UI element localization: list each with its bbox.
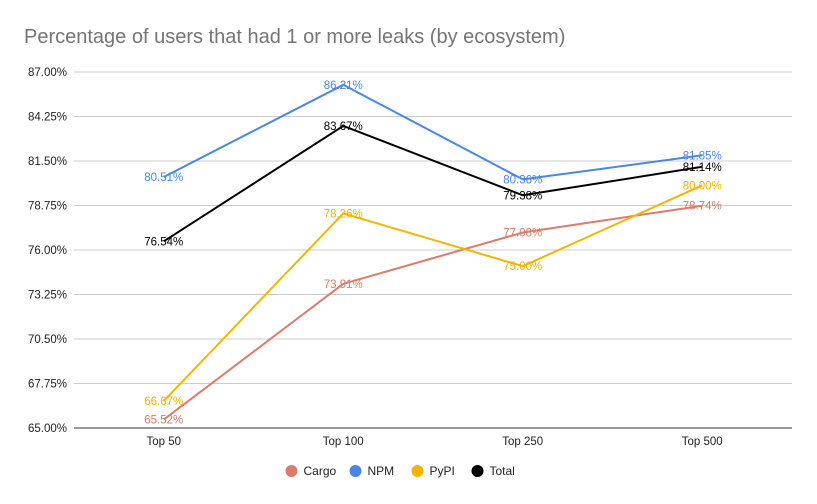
y-tick-label: 78.75% [28,201,67,213]
x-tick-label: Top 500 [682,436,723,448]
series-line-pypi [163,184,703,402]
chart-title: Percentage of users that had 1 or more l… [24,26,566,48]
x-tick-label: Top 100 [323,436,364,448]
legend-label-total: Total [490,464,515,478]
series-line-cargo [163,204,703,421]
data-label-npm: 81.85% [683,150,722,162]
data-label-total: 83.67% [324,121,363,133]
y-tick-label: 87.00% [28,67,67,79]
y-tick-label: 76.00% [28,245,67,257]
data-label-cargo: 78.74% [683,201,722,213]
data-label-cargo: 73.91% [324,279,363,291]
y-tick-label: 65.00% [28,423,67,435]
data-label-pypi: 78.26% [324,208,363,220]
data-label-npm: 86.21% [324,80,363,92]
data-label-total: 76.54% [144,236,183,248]
y-tick-label: 73.25% [28,290,67,302]
grid-lines [74,71,792,429]
data-label-total: 79.38% [503,190,542,202]
data-label-npm: 80.36% [503,174,542,186]
legend-marker-total [471,465,484,477]
legend-marker-npm [349,465,362,477]
data-label-pypi: 75.00% [503,261,542,273]
data-label-pypi: 66.67% [144,396,183,408]
y-tick-label: 67.75% [28,379,67,391]
series-line-total [163,124,703,243]
legend: Cargo NPM PyPI Total [285,464,515,478]
x-tick-label: Top 50 [146,436,181,448]
y-tick-label: 84.25% [28,112,67,124]
legend-label-npm: NPM [368,464,395,478]
data-label-cargo: 77.08% [503,228,542,240]
data-labels: 65.52% 73.91% 77.08% 78.74% 80.51% 86.21% 80.3… [144,80,722,427]
x-tick-label: Top 250 [502,436,543,448]
legend-label-pypi: PyPI [430,464,455,478]
data-label-pypi: 80.00% [683,180,722,192]
y-axis-ticks: 65.00% 67.75% 70.50% 73.25% 76.00% 78.75% 81.5… [28,67,67,435]
legend-marker-cargo [285,465,298,477]
data-label-total: 81.14% [683,162,722,174]
series-line-npm [163,83,703,181]
legend-label-cargo: Cargo [304,464,337,478]
data-label-npm: 80.51% [144,172,183,184]
y-tick-label: 81.50% [28,156,67,168]
series-lines [163,83,703,421]
legend-marker-pypi [411,465,424,477]
x-axis-ticks: Top 50 Top 100 Top 250 Top 500 [146,436,722,448]
data-label-cargo: 65.52% [144,415,183,427]
y-tick-label: 70.50% [28,334,67,346]
